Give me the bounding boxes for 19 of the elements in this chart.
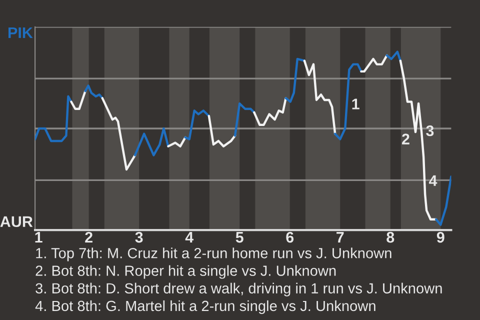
annotation: 2 <box>402 134 410 144</box>
annotation: 3 <box>426 125 434 136</box>
x-tick-label: 1 <box>35 232 42 243</box>
annotation: 1 <box>352 98 360 110</box>
x-tick-label: 3 <box>135 232 143 243</box>
text: PIK <box>8 27 33 38</box>
text: 2. Bot 8th: N. Roper hit a single vs J. Unknown <box>36 265 336 279</box>
x-tick-label: 2 <box>85 232 92 243</box>
x-tick-label: 8 <box>386 232 394 243</box>
x-tick-label: 6 <box>286 232 294 243</box>
text: 3. Bot 8th: D. Short drew a walk, driving in 1 run vs J. Unknown <box>36 282 442 296</box>
x-tick-label: 4 <box>185 232 194 243</box>
text: AUR <box>0 216 33 228</box>
annotation: 4 <box>428 175 438 186</box>
x-tick-label: 7 <box>336 232 344 243</box>
text: 4. Bot 8th: G. Martel hit a 2-run single vs J. Unknown <box>35 300 376 314</box>
text: 1. Top 7th: M. Cruz hit a 2-run home run vs J. Unknown <box>36 248 392 262</box>
x-tick-label: 9 <box>436 232 444 243</box>
x-tick-label: 5 <box>236 232 244 243</box>
